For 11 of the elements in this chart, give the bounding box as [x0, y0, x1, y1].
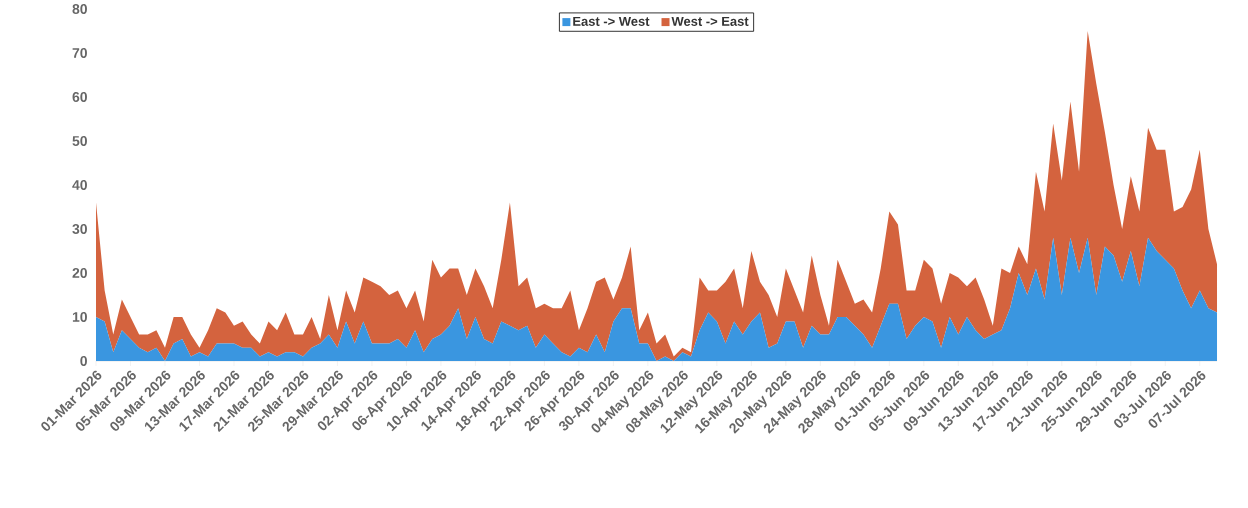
y-tick-label: 60	[72, 92, 87, 102]
legend-label: West -> East	[671, 16, 749, 26]
y-tick-label: 40	[72, 180, 87, 190]
y-tick-label: 0	[80, 356, 87, 366]
y-tick-label: 10	[72, 312, 87, 322]
y-tick-label: 50	[72, 136, 87, 146]
y-tick-label: 70	[72, 48, 87, 58]
y-tick-label: 30	[72, 224, 87, 234]
y-tick-label: 80	[72, 4, 87, 14]
legend-label: East -> West	[573, 16, 650, 26]
y-tick-label: 20	[72, 268, 87, 278]
